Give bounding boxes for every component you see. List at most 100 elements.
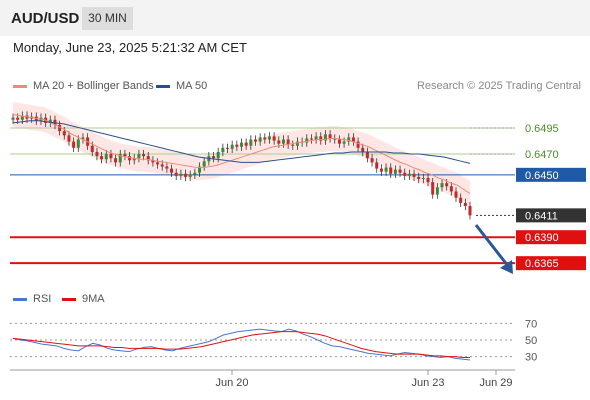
- candle-body: [193, 172, 197, 175]
- candle-body: [132, 158, 136, 161]
- level-label: 0.6470: [525, 149, 559, 161]
- rsi-series-rsi: [12, 328, 471, 361]
- candle-body: [426, 177, 430, 183]
- candle-body: [291, 144, 295, 146]
- candle-body: [421, 177, 425, 179]
- level-label: 0.6365: [525, 258, 559, 270]
- ma50-swatch: [156, 84, 170, 88]
- interval-button[interactable]: 30 MIN: [82, 7, 133, 30]
- candle-body: [212, 156, 216, 159]
- candle-body: [109, 154, 113, 159]
- ma9-legend-label: 9MA: [82, 293, 105, 305]
- candle-body: [258, 137, 262, 142]
- level-label: 0.6390: [525, 232, 559, 244]
- candle-body: [221, 147, 225, 152]
- ma20-line: [12, 114, 471, 194]
- candle-body: [351, 137, 355, 142]
- candle-body: [72, 141, 76, 148]
- candle-body: [463, 202, 467, 207]
- copyright-text: Research © 2025 Trading Central: [416, 80, 581, 92]
- projection-arrowhead: [500, 260, 513, 274]
- candle-body: [389, 167, 393, 174]
- candle-body: [90, 145, 94, 152]
- candle-body: [356, 141, 360, 148]
- rsi-tick-label: 70: [525, 318, 537, 330]
- projection-arrow: [474, 224, 510, 267]
- candle-body: [151, 160, 155, 163]
- candle-body: [137, 154, 141, 159]
- ma50-legend: MA 50: [156, 80, 207, 92]
- candle-body: [361, 147, 365, 152]
- candle-body: [123, 154, 127, 157]
- candle-body: [81, 137, 85, 140]
- candle-body: [235, 144, 239, 147]
- candle-body: [174, 172, 178, 176]
- candle-body: [328, 134, 332, 139]
- chart-header: AUD/USD 30 MIN: [0, 0, 590, 36]
- candle-body: [48, 119, 52, 123]
- candle-body: [417, 176, 421, 179]
- candle-body: [272, 136, 276, 141]
- ma20-swatch: [13, 84, 27, 88]
- candle-body: [384, 167, 388, 172]
- candle-body: [226, 147, 230, 149]
- candle-body: [454, 191, 458, 198]
- ma20-legend: MA 20 + Bollinger Bands: [13, 80, 154, 92]
- candle-body: [114, 158, 118, 163]
- time-tick-label: Jun 23: [411, 377, 444, 389]
- candle-body: [216, 151, 220, 159]
- candle-body: [244, 142, 248, 146]
- candle-body: [379, 168, 383, 172]
- candle-body: [398, 169, 402, 173]
- rsi-swatch: [13, 297, 27, 301]
- level-label: 0.6450: [525, 170, 559, 182]
- rsi-tick-label: 50: [525, 335, 537, 347]
- ma50-legend-label: MA 50: [176, 80, 208, 92]
- ma9-legend: 9MA: [62, 293, 105, 305]
- candle-body: [58, 124, 62, 132]
- candle-body: [170, 168, 174, 173]
- candle-body: [184, 173, 188, 177]
- candle-body: [337, 139, 341, 144]
- candle-body: [281, 139, 285, 144]
- candle-body: [445, 183, 449, 187]
- candle-body: [67, 135, 71, 142]
- rsi-legend-label: RSI: [33, 293, 52, 305]
- candle-body: [16, 117, 20, 120]
- candle-body: [370, 158, 374, 163]
- candle-body: [319, 136, 323, 141]
- level-tag: [516, 208, 586, 223]
- candle-body: [459, 197, 463, 203]
- chart-timestamp: Monday, June 23, 2025 5:21:32 AM CET: [13, 40, 247, 55]
- candle-body: [412, 173, 416, 177]
- time-axis: Jun 20 Jun 23 Jun 29: [10, 369, 515, 389]
- candle-body: [11, 117, 15, 120]
- candle-body: [179, 173, 183, 176]
- symbol-title: AUD/USD: [11, 10, 80, 27]
- candle-body: [323, 134, 327, 141]
- candle-body: [156, 162, 160, 165]
- candle-body: [449, 186, 453, 192]
- candle-body: [240, 142, 243, 147]
- level-label: 0.6411: [525, 210, 558, 222]
- candle-body: [160, 164, 164, 167]
- candle-body: [333, 138, 337, 140]
- candle-body: [365, 151, 369, 159]
- candle-body: [128, 156, 132, 161]
- candle-body: [440, 183, 444, 188]
- candle-body: [198, 166, 202, 173]
- candle-body: [407, 173, 411, 176]
- candle-body: [142, 154, 146, 157]
- price-panel: 0.6495 0.6470 0.6450 0.6411 0.6390 0.6365: [10, 102, 586, 274]
- candle-body: [431, 182, 435, 195]
- candle-body: [263, 137, 267, 140]
- candle-body: [20, 115, 24, 120]
- candle-body: [188, 174, 192, 177]
- candle-body: [342, 141, 346, 144]
- candle-body: [146, 156, 150, 161]
- candle-body: [230, 144, 234, 149]
- candle-body: [403, 172, 407, 176]
- candle-body: [286, 139, 290, 145]
- candle-body: [435, 187, 439, 195]
